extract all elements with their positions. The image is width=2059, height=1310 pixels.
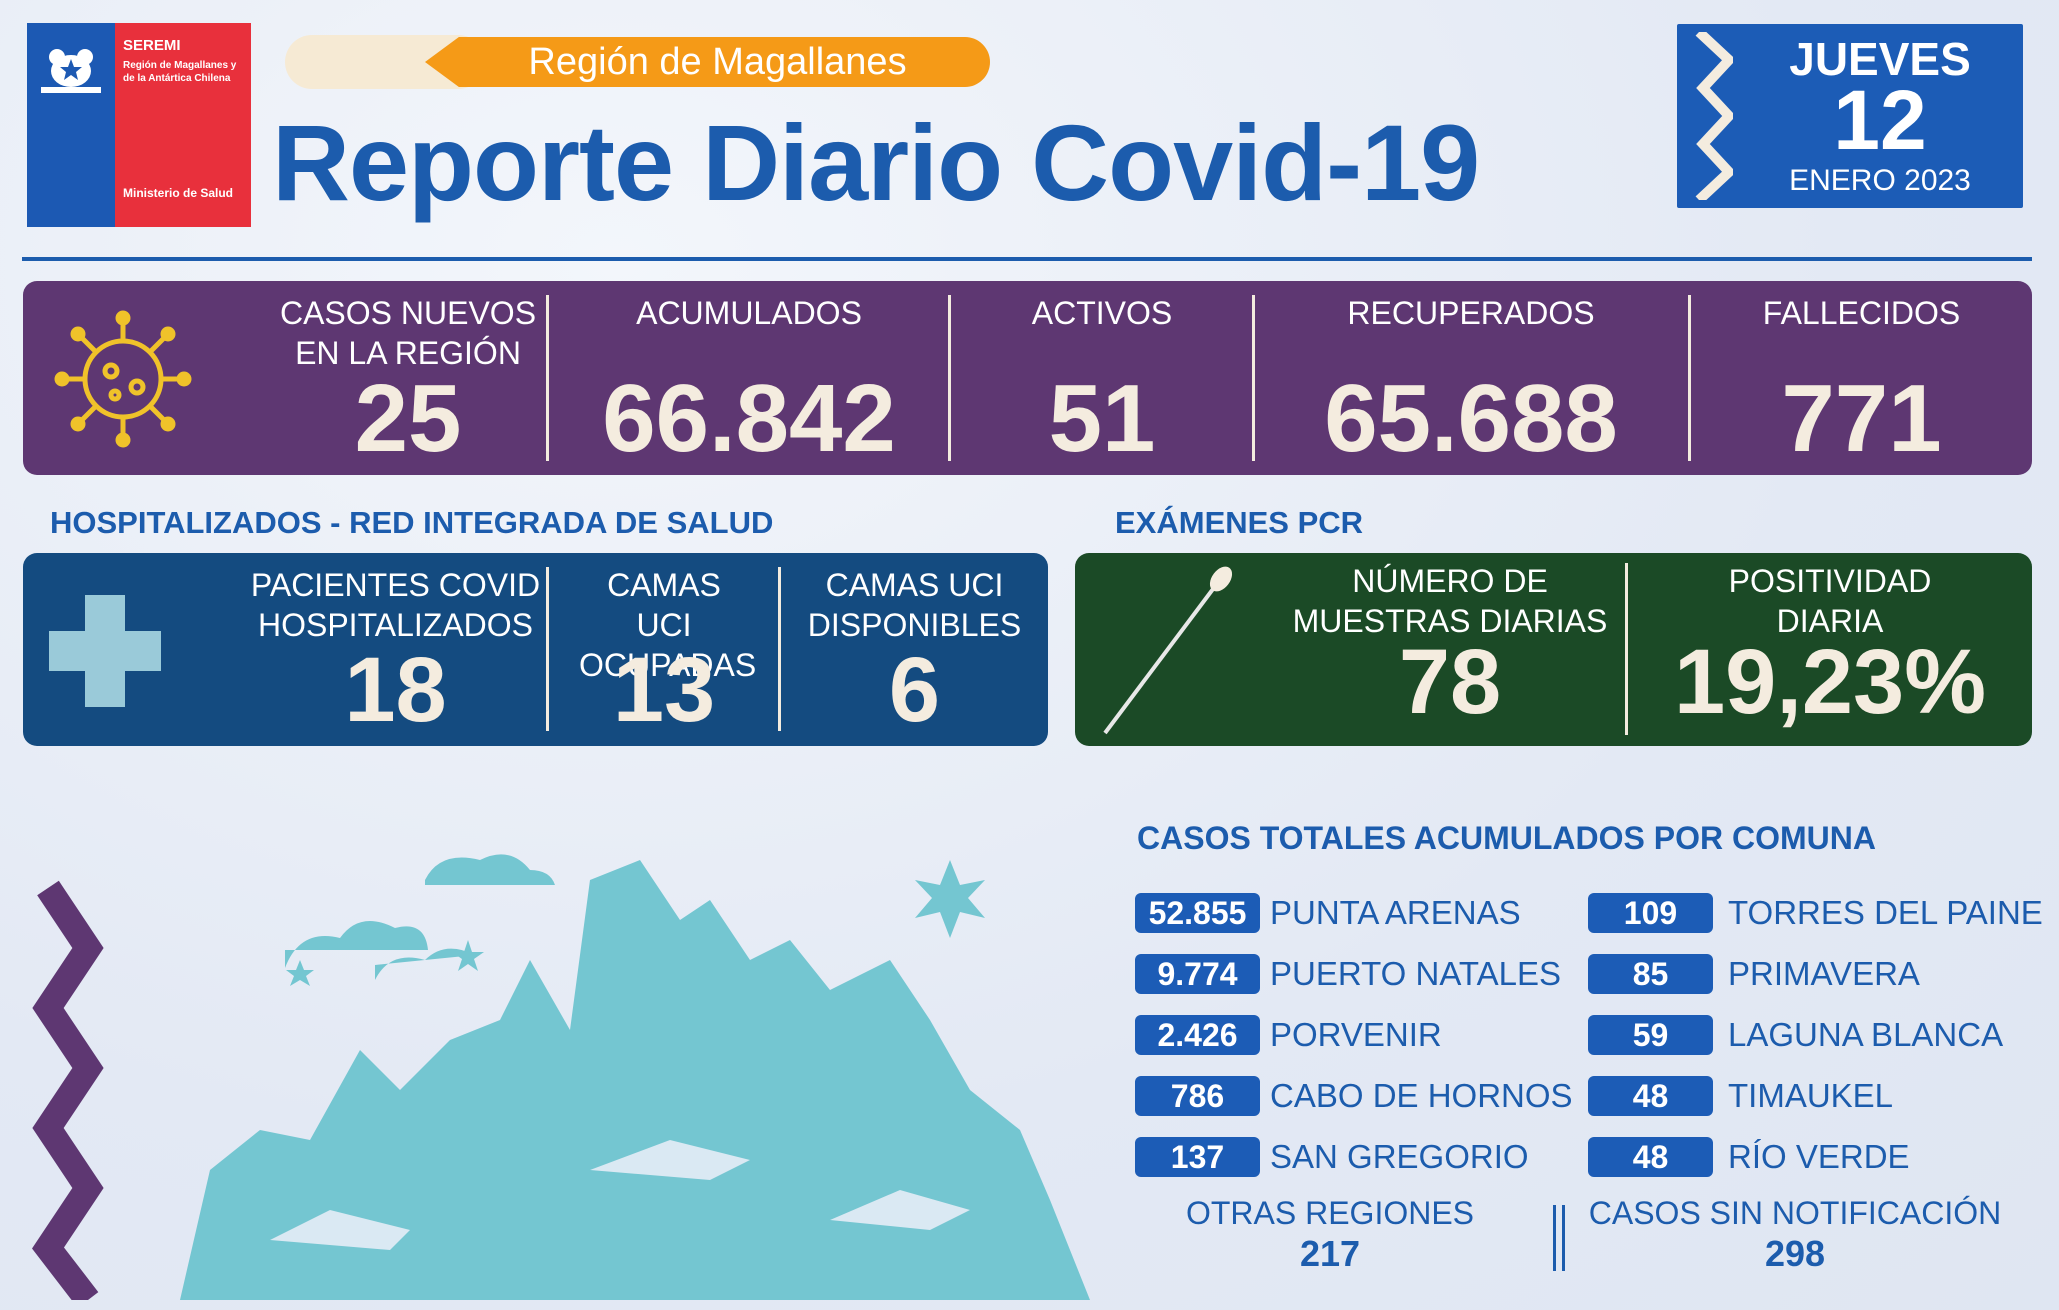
stat-accumulated-label: ACUMULADOS xyxy=(636,295,862,331)
stat-accumulated-value: 66.842 xyxy=(602,365,896,472)
footer-divider xyxy=(1562,1205,1565,1271)
comuna-name: TORRES DEL PAINE xyxy=(1728,894,2043,931)
stats-bar: CASOS NUEVOS EN LA REGIÓN 25 ACUMULADOS … xyxy=(23,281,2032,475)
stat-samples-value: 78 xyxy=(1398,631,1502,733)
comuna-name: CABO DE HORNOS xyxy=(1270,1077,1573,1114)
stat-active-label: ACTIVOS xyxy=(1031,295,1173,331)
zigzag-decoration xyxy=(1695,32,1733,200)
region-pill-orange xyxy=(425,37,990,87)
comuna-name: PORVENIR xyxy=(1270,1016,1442,1053)
logo-red-band: SEREMI Región de Magallanes y de la Antá… xyxy=(115,23,251,227)
stat-accumulated: ACUMULADOS 66.842 xyxy=(549,281,949,475)
comuna-value-badge: 2.426 xyxy=(1135,1015,1260,1055)
stat-samples-label: NÚMERO DE MUESTRAS DIARIAS xyxy=(1292,563,1608,639)
stat-hospitalized-label: PACIENTES COVID HOSPITALIZADOS xyxy=(250,567,541,643)
stat-active: ACTIVOS 51 xyxy=(951,281,1253,475)
mountain-illustration xyxy=(32,854,1090,1300)
pcr-box: NÚMERO DE MUESTRAS DIARIAS 78 POSITIVIDA… xyxy=(1075,553,2032,746)
stat-icu-available-value: 6 xyxy=(888,639,941,741)
stat-divider xyxy=(546,567,549,731)
comuna-name: TIMAUKEL xyxy=(1728,1077,1894,1114)
stat-positivity: POSITIVIDAD DIARIA 19,23% xyxy=(1628,553,2032,746)
stat-deaths-value: 771 xyxy=(1781,365,1942,472)
medical-cross-icon xyxy=(49,595,161,707)
comuna-value-badge: 786 xyxy=(1135,1076,1260,1116)
comuna-value-badge: 52.855 xyxy=(1135,893,1260,933)
logo-ministry: Ministerio de Salud xyxy=(123,186,234,200)
page-title: Reporte Diario Covid-19 xyxy=(272,102,1480,223)
logo-subtitle: Región de Magallanes y de la Antártica C… xyxy=(123,60,237,84)
comunas-section-title: CASOS TOTALES ACUMULADOS POR COMUNA xyxy=(1137,820,1876,856)
footer-divider xyxy=(1553,1205,1556,1271)
comuna-value-badge: 109 xyxy=(1588,893,1713,933)
stat-divider xyxy=(948,295,951,461)
pcr-section-title: EXÁMENES PCR xyxy=(1115,505,1364,540)
comuna-name: PRIMAVERA xyxy=(1728,955,1920,992)
comuna-value-badge: 48 xyxy=(1588,1137,1713,1177)
other-regions-value: 217 xyxy=(1299,1233,1361,1274)
stat-samples: NÚMERO DE MUESTRAS DIARIAS 78 xyxy=(1250,553,1650,746)
region-pill: Región de Magallanes xyxy=(285,35,990,89)
stat-icu-available-label: CAMAS UCI DISPONIBLES xyxy=(807,567,1022,643)
comuna-value-badge: 137 xyxy=(1135,1137,1260,1177)
stat-icu-available: CAMAS UCI DISPONIBLES 6 xyxy=(781,553,1048,746)
date-weekday: JUEVES xyxy=(1789,33,1971,85)
no-notification-label: CASOS SIN NOTIFICACIÓN xyxy=(1588,1195,2002,1231)
no-notification-value: 298 xyxy=(1764,1233,1826,1274)
date-month-year: ENERO 2023 xyxy=(1789,164,1971,197)
seremi-logo: SEREMI Región de Magallanes y de la Antá… xyxy=(27,23,251,227)
comuna-value-badge: 48 xyxy=(1588,1076,1713,1116)
hospital-box: PACIENTES COVID HOSPITALIZADOS 18 CAMAS … xyxy=(23,553,1048,746)
stat-new-cases-label: CASOS NUEVOS EN LA REGIÓN xyxy=(279,295,537,371)
logo-title: SEREMI xyxy=(123,37,181,54)
stat-deaths: FALLECIDOS 771 xyxy=(1691,281,2032,475)
stat-divider xyxy=(1625,563,1628,735)
stat-icu-occupied-label: CAMAS UCI OCUPADAS xyxy=(579,567,757,683)
stat-deaths-label: FALLECIDOS xyxy=(1762,295,1961,331)
hospital-section-title: HOSPITALIZADOS - RED INTEGRADA DE SALUD xyxy=(50,505,774,540)
stat-divider xyxy=(1252,295,1255,461)
other-regions-label: OTRAS REGIONES xyxy=(1185,1195,1475,1231)
stat-divider xyxy=(546,295,549,461)
comuna-value-badge: 85 xyxy=(1588,954,1713,994)
stat-icu-occupied-value: 13 xyxy=(612,639,716,741)
comuna-value-badge: 9.774 xyxy=(1135,954,1260,994)
comuna-name: PUERTO NATALES xyxy=(1270,955,1561,992)
comuna-name: SAN GREGORIO xyxy=(1270,1138,1529,1175)
stat-recovered: RECUPERADOS 65.688 xyxy=(1255,281,1687,475)
date-day: 12 xyxy=(1833,73,1927,167)
stat-hospitalized-value: 18 xyxy=(344,639,447,741)
stat-icu-occupied: CAMAS UCI OCUPADAS 13 xyxy=(549,553,779,746)
stat-divider xyxy=(778,567,781,731)
header-divider xyxy=(22,257,2032,261)
zigzag-decoration xyxy=(32,880,104,1300)
comuna-name: PUNTA ARENAS xyxy=(1270,894,1521,931)
stat-new-cases-value: 25 xyxy=(354,365,462,472)
date-box: JUEVES 12 ENERO 2023 xyxy=(1677,24,2023,208)
region-label: Región de Magallanes xyxy=(528,41,907,83)
stat-hospitalized: PACIENTES COVID HOSPITALIZADOS 18 xyxy=(223,553,568,746)
stat-positivity-value: 19,23% xyxy=(1673,631,1987,733)
stat-active-value: 51 xyxy=(1048,365,1156,472)
comuna-name: LAGUNA BLANCA xyxy=(1728,1016,2004,1053)
stat-new-cases: CASOS NUEVOS EN LA REGIÓN 25 xyxy=(243,281,573,475)
comuna-value-badge: 59 xyxy=(1588,1015,1713,1055)
logo-blue-band xyxy=(27,23,115,227)
stat-divider xyxy=(1688,295,1691,461)
stat-recovered-label: RECUPERADOS xyxy=(1347,295,1595,331)
stat-positivity-label: POSITIVIDAD DIARIA xyxy=(1728,563,1932,639)
stat-recovered-value: 65.688 xyxy=(1324,365,1618,472)
virus-icon xyxy=(54,310,192,448)
swab-icon xyxy=(1103,566,1233,735)
coat-of-arms-icon xyxy=(41,49,101,93)
comuna-name: RÍO VERDE xyxy=(1728,1138,1910,1175)
